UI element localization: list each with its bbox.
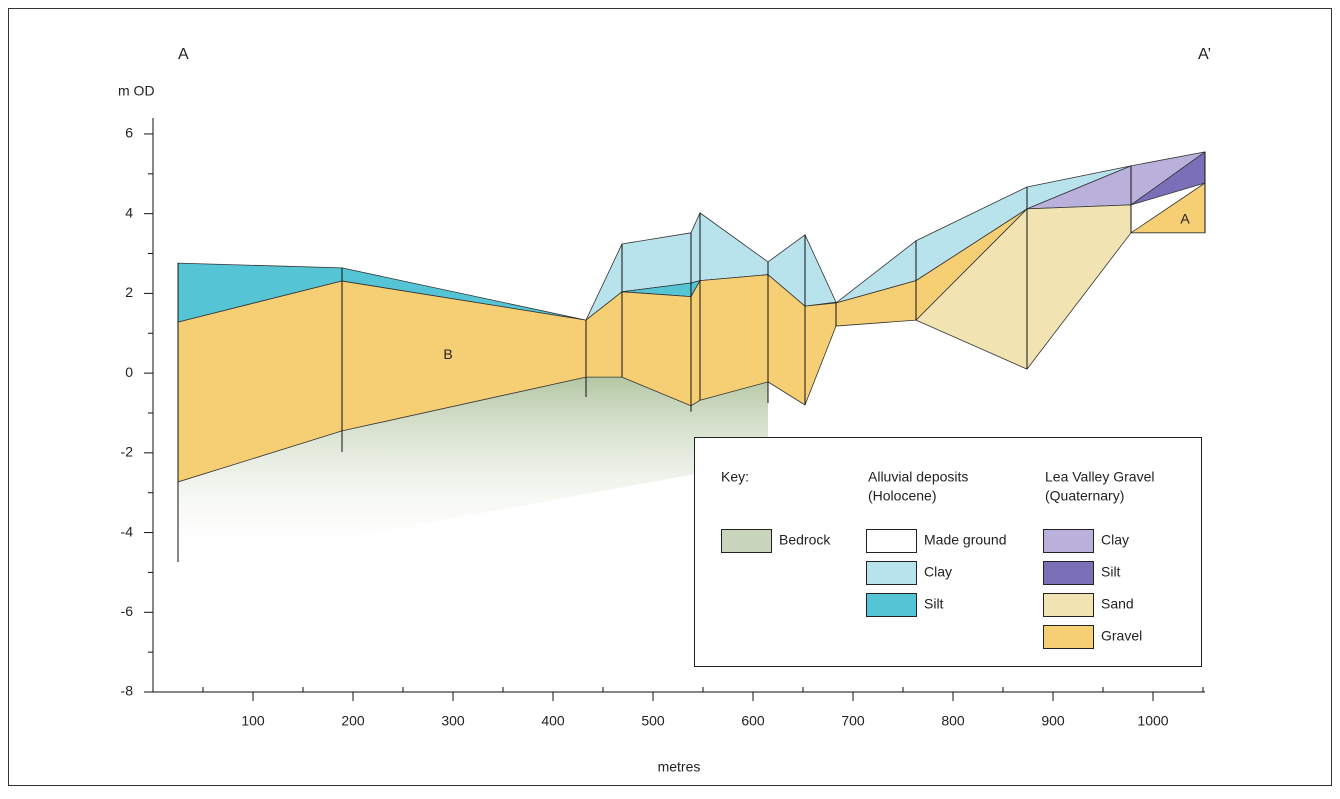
- x-tick-label: 300: [441, 713, 465, 729]
- x-tick-label: 400: [541, 713, 565, 729]
- x-tick-label: 100: [241, 713, 265, 729]
- legend-swatch: [722, 530, 772, 553]
- legend-swatch: [867, 594, 917, 617]
- legend-swatch: [1044, 626, 1094, 649]
- legend-swatch: [867, 530, 917, 553]
- legend-title: Key:: [721, 469, 749, 485]
- cross-section-chart: A A’ m OD metres B A -8 -6 -4 -2 0 2 4 6 100 200 30…: [0, 0, 1340, 794]
- x-tick-label: 600: [741, 713, 765, 729]
- legend-label: Clay: [1101, 532, 1129, 548]
- legend-label: Bedrock: [779, 532, 831, 548]
- y-tick-label: -6: [121, 603, 134, 619]
- legend-label: Silt: [924, 596, 944, 612]
- x-axis-label: metres: [658, 759, 701, 775]
- x-tick-label: 500: [641, 713, 665, 729]
- y-axis-label: m OD: [118, 83, 155, 99]
- y-tick-label: -2: [121, 444, 134, 460]
- legend-label: Gravel: [1101, 628, 1142, 644]
- legend-swatch: [1044, 562, 1094, 585]
- x-tick-label: 900: [1041, 713, 1065, 729]
- legend-group-title: Alluvial deposits: [868, 469, 968, 485]
- y-tick-label: 4: [125, 204, 133, 220]
- y-tick-label: 0: [125, 364, 133, 380]
- section-annotation: B: [443, 346, 452, 362]
- y-tick-label: -4: [121, 523, 134, 539]
- x-tick-label: 200: [341, 713, 365, 729]
- y-tick-label: -8: [121, 683, 134, 699]
- legend-group-title: (Quaternary): [1045, 488, 1124, 504]
- section-end: A’: [1198, 46, 1211, 63]
- section-annotation: A: [1180, 210, 1190, 226]
- y-tick-label: 2: [125, 284, 133, 300]
- legend-label: Sand: [1101, 596, 1134, 612]
- x-tick-label: 700: [841, 713, 865, 729]
- legend-label: Clay: [924, 564, 952, 580]
- x-tick-label: 1000: [1137, 713, 1168, 729]
- y-tick-label: 6: [125, 125, 133, 141]
- legend-label: Silt: [1101, 564, 1121, 580]
- legend-swatch: [1044, 594, 1094, 617]
- legend-group-title: (Holocene): [868, 488, 936, 504]
- section-start: A: [178, 46, 189, 63]
- legend-swatch: [867, 562, 917, 585]
- legend-swatch: [1044, 530, 1094, 553]
- x-tick-label: 800: [941, 713, 965, 729]
- legend-group-title: Lea Valley Gravel: [1045, 469, 1154, 485]
- legend-label: Made ground: [924, 532, 1007, 548]
